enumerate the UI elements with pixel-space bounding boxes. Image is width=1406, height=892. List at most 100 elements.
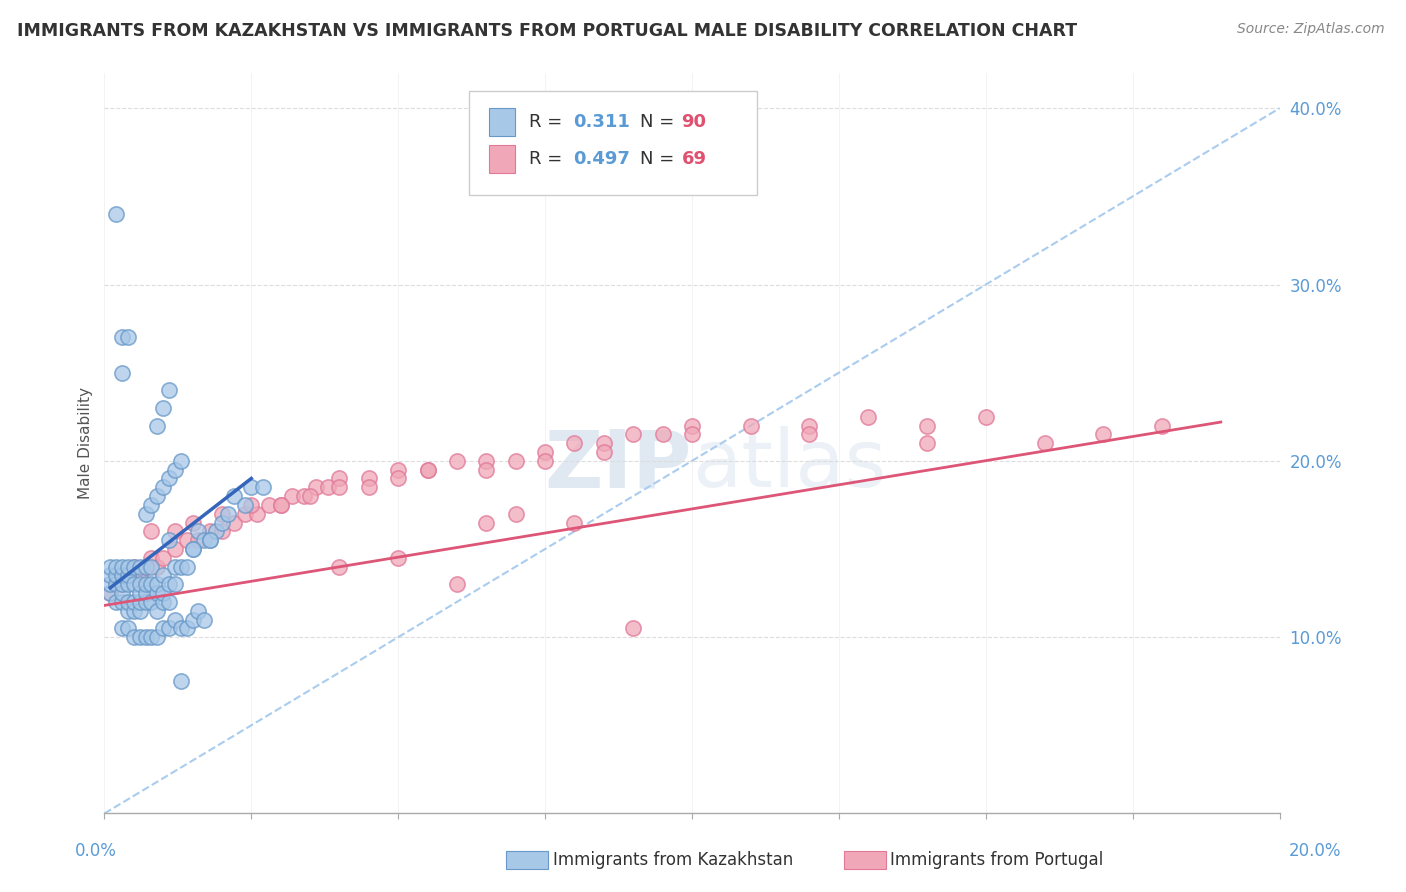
Point [170,454,193,468]
Point [1092,427,1115,442]
Point [270,498,292,512]
Point [564,516,586,530]
FancyBboxPatch shape [468,92,756,195]
Point [475,454,498,468]
Point [111,577,134,591]
Point [98,568,121,582]
Point [117,559,139,574]
Point [592,436,614,450]
Text: IMMIGRANTS FROM KAZAKHSTAN VS IMMIGRANTS FROM PORTUGAL MALE DISABILITY CORRELATI: IMMIGRANTS FROM KAZAKHSTAN VS IMMIGRANTS… [17,22,1077,40]
Point [141,595,163,609]
Text: 0.0%: 0.0% [75,842,117,860]
Point [176,621,198,635]
Text: 69: 69 [682,150,706,168]
Point [222,489,245,503]
Point [416,463,439,477]
Text: Source: ZipAtlas.com: Source: ZipAtlas.com [1237,22,1385,37]
Text: N =: N = [640,113,681,131]
Point [328,559,350,574]
Point [111,568,134,582]
Point [152,401,174,415]
Point [111,586,134,600]
Point [128,559,150,574]
Point [146,604,169,618]
Point [357,471,380,485]
Point [122,595,145,609]
Point [157,621,180,635]
Point [134,586,156,600]
Point [98,559,121,574]
Point [157,577,180,591]
Point [505,507,527,521]
Point [211,507,233,521]
Point [117,621,139,635]
Point [974,409,997,424]
Point [157,384,180,398]
FancyBboxPatch shape [489,108,515,136]
Point [475,463,498,477]
Point [357,480,380,494]
Point [117,568,139,582]
Point [98,577,121,591]
Point [187,533,209,548]
Point [111,559,134,574]
Text: 0.311: 0.311 [574,113,630,131]
Point [134,507,156,521]
Point [152,550,174,565]
Point [152,480,174,494]
Point [141,577,163,591]
Point [475,516,498,530]
Point [98,586,121,600]
Point [170,559,193,574]
Point [134,559,156,574]
Point [152,586,174,600]
Point [915,436,938,450]
Point [446,454,468,468]
Point [292,489,315,503]
Point [187,524,209,539]
Point [328,471,350,485]
Point [193,533,215,548]
Point [198,533,221,548]
Point [111,366,134,380]
Point [858,409,880,424]
Point [105,577,128,591]
Point [235,498,257,512]
Point [105,559,128,574]
Point [170,621,193,635]
Point [146,586,169,600]
Text: 20.0%: 20.0% [1288,842,1341,860]
Point [564,436,586,450]
Point [111,595,134,609]
Point [128,586,150,600]
Text: 90: 90 [682,113,706,131]
Point [446,577,468,591]
Point [163,559,186,574]
Point [416,463,439,477]
Text: R =: R = [529,150,568,168]
Point [128,577,150,591]
Point [128,604,150,618]
Point [157,471,180,485]
Point [198,533,221,548]
Point [198,524,221,539]
Point [240,480,263,494]
Point [217,507,239,521]
Point [122,559,145,574]
Point [187,604,209,618]
Point [505,454,527,468]
Point [117,595,139,609]
Point [915,418,938,433]
Point [111,577,134,591]
Point [181,613,204,627]
Point [146,559,169,574]
Point [134,559,156,574]
Point [181,516,204,530]
Point [146,418,169,433]
Point [328,480,350,494]
FancyBboxPatch shape [489,145,515,173]
Point [205,524,228,539]
Point [141,498,163,512]
Point [181,541,204,556]
Text: atlas: atlas [692,426,886,505]
